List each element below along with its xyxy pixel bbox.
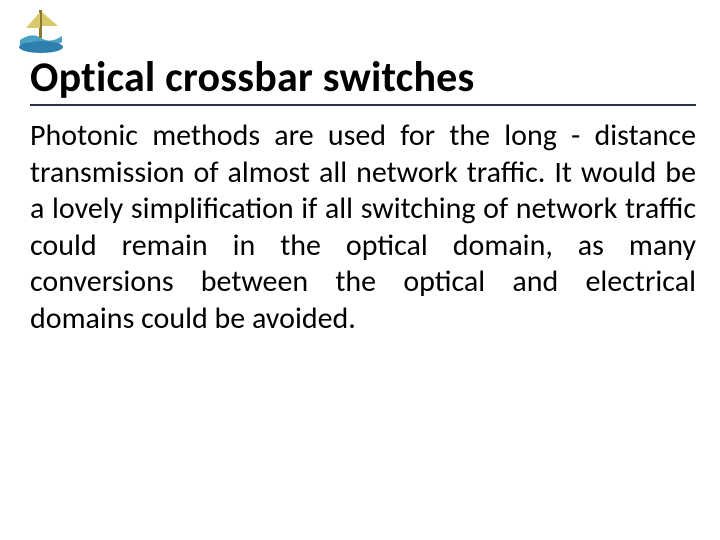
slide-title: Optical crossbar switches [30,52,696,106]
slide-content: Optical crossbar switches Photonic metho… [30,52,696,338]
slide-body-text: Photonic methods are used for the long -… [30,118,696,338]
logo-container [14,6,68,54]
university-crest-icon [14,6,68,54]
